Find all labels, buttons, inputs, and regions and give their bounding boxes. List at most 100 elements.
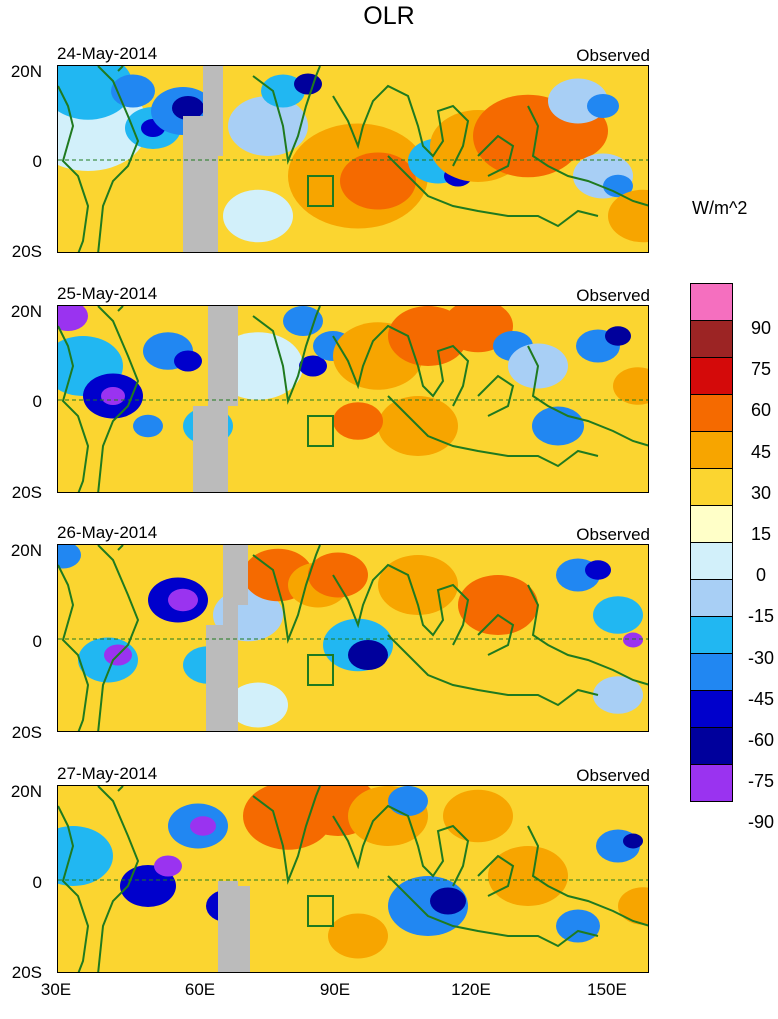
colorbar-swatch <box>690 505 733 543</box>
colorbar-label: 30 <box>750 482 772 503</box>
olr-anomaly-patch <box>283 306 323 336</box>
olr-anomaly-patch <box>133 414 163 438</box>
missing-data-strip <box>208 306 228 492</box>
olr-anomaly-patch <box>603 174 633 198</box>
olr-field <box>58 306 648 492</box>
colorbar-swatch <box>690 468 733 506</box>
olr-anomaly-patch <box>587 94 619 118</box>
olr-anomaly-patch <box>532 406 584 446</box>
olr-anomaly-patch <box>294 73 322 95</box>
colorbar-label: -30 <box>747 647 774 668</box>
olr-anomaly-patch <box>593 596 643 634</box>
colorbar-label: 15 <box>750 524 772 544</box>
colorbar-swatch <box>690 764 733 802</box>
missing-data-strip <box>203 66 218 252</box>
olr-anomaly-patch <box>101 387 125 405</box>
lat-label-0: 0 <box>32 873 42 892</box>
olr-map-plot <box>57 785 649 973</box>
lon-label-30e: 30E <box>40 980 72 999</box>
coastline <box>58 786 648 972</box>
olr-anomaly-patch <box>388 786 428 816</box>
coastline <box>58 66 648 252</box>
missing-data-strip <box>183 116 203 252</box>
panel-date: 26-May-2014 <box>57 523 158 542</box>
lat-label-0: 0 <box>32 392 42 411</box>
olr-anomaly-patch <box>340 152 416 210</box>
olr-anomaly-patch <box>228 682 288 728</box>
olr-anomaly-patch <box>613 367 648 405</box>
olr-field <box>58 786 648 972</box>
colorbar-label: 90 <box>750 318 772 338</box>
colorbar-label: 75 <box>750 359 772 380</box>
panel-date: 25-May-2014 <box>57 284 158 303</box>
olr-anomaly-patch <box>348 640 388 670</box>
colorbar <box>690 283 733 802</box>
missing-data-strip <box>223 545 238 731</box>
olr-anomaly-patch <box>120 865 176 907</box>
colorbar-label: -60 <box>747 730 774 750</box>
olr-anomaly-patch <box>328 913 388 959</box>
olr-anomaly-patch <box>299 355 327 377</box>
olr-anomaly-patch <box>605 326 631 346</box>
missing-data-strip <box>238 886 250 972</box>
olr-anomaly-patch <box>190 816 216 836</box>
missing-data-strip <box>218 66 223 156</box>
olr-map-plot <box>57 544 649 732</box>
olr-anomaly-patch <box>623 833 643 849</box>
olr-anomaly-patch <box>58 66 133 120</box>
panel-kind: Observed <box>576 766 650 785</box>
colorbar-swatch <box>690 394 733 432</box>
olr-anomaly-patch <box>593 676 643 714</box>
olr-anomaly-patch <box>261 74 305 108</box>
olr-anomaly-patch <box>58 306 88 331</box>
panel-date: 24-May-2014 <box>57 44 158 63</box>
colorbar-swatch <box>690 616 733 654</box>
olr-anomaly-patch <box>172 96 204 120</box>
olr-anomaly-patch <box>443 789 513 843</box>
lon-label-90e: 90E <box>319 980 351 999</box>
panel-kind: Observed <box>576 46 650 65</box>
olr-anomaly-patch <box>430 887 466 915</box>
lat-label-20s: 20S <box>11 963 42 982</box>
olr-anomaly-patch <box>174 350 202 372</box>
lat-label-0: 0 <box>32 632 42 651</box>
coastline <box>58 545 648 731</box>
lat-label-0: 0 <box>32 152 42 171</box>
olr-anomaly-patch <box>223 189 293 243</box>
olr-anomaly-patch <box>585 560 611 580</box>
missing-data-strip <box>206 625 223 731</box>
olr-anomaly-patch <box>556 909 600 943</box>
olr-field <box>58 66 648 252</box>
colorbar-swatch <box>690 690 733 728</box>
colorbar-label: 60 <box>750 400 772 421</box>
colorbar-label: -75 <box>747 771 774 792</box>
colorbar-swatch <box>690 283 733 321</box>
colorbar-swatch <box>690 579 733 617</box>
olr-anomaly-patch <box>111 74 155 108</box>
lon-label-150e: 150E <box>587 980 627 999</box>
panel-24-may: 24-May-2014 Observed <box>0 44 778 299</box>
colorbar-swatch <box>690 431 733 469</box>
missing-data-strip <box>193 406 208 492</box>
colorbar-swatch <box>690 320 733 358</box>
olr-anomaly-patch <box>168 588 198 612</box>
panel-kind: Observed <box>576 286 650 305</box>
olr-anomaly-patch <box>488 846 568 906</box>
coastline <box>58 306 648 492</box>
olr-anomaly-patch <box>228 96 308 156</box>
colorbar-label: 0 <box>755 565 766 586</box>
lat-label-20n: 20N <box>10 302 42 321</box>
olr-anomaly-patch <box>623 632 643 648</box>
lat-label-20n: 20N <box>10 541 42 560</box>
units-label: W/m^2 <box>692 198 748 218</box>
olr-anomaly-patch <box>58 545 81 569</box>
colorbar-swatch <box>690 357 733 395</box>
olr-anomaly-patch <box>618 887 648 925</box>
panel-kind: Observed <box>576 525 650 544</box>
lat-label-20n: 20N <box>10 62 42 81</box>
colorbar-label: -15 <box>747 606 774 627</box>
panel-26-may: 26-May-2014 Observed <box>0 523 778 778</box>
lon-label-60e: 60E <box>184 980 216 999</box>
olr-map-plot <box>57 305 649 493</box>
lat-label-20n: 20N <box>10 782 42 801</box>
